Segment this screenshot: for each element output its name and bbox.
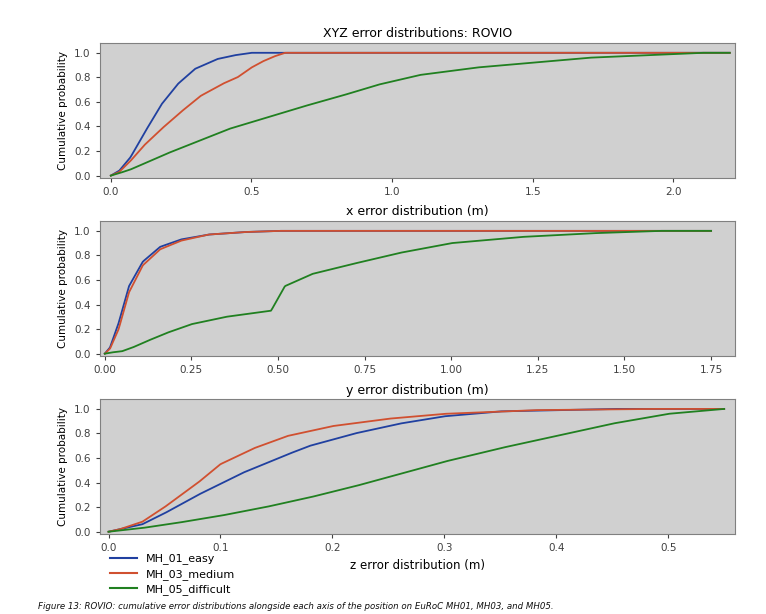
- Title: y error distribution (m): y error distribution (m): [346, 384, 489, 397]
- X-axis label: z error distribution (m): z error distribution (m): [350, 559, 485, 572]
- Y-axis label: Cumulative probability: Cumulative probability: [58, 51, 68, 170]
- Title: x error distribution (m): x error distribution (m): [346, 206, 489, 219]
- Title: XYZ error distributions: ROVIO: XYZ error distributions: ROVIO: [322, 28, 512, 41]
- Legend: MH_01_easy, MH_03_medium, MH_05_difficult: MH_01_easy, MH_03_medium, MH_05_difficul…: [105, 549, 240, 599]
- Y-axis label: Cumulative probability: Cumulative probability: [58, 407, 68, 526]
- Y-axis label: Cumulative probability: Cumulative probability: [58, 229, 68, 348]
- Text: Figure 13: ROVIO: cumulative error distributions alongside each axis of the posi: Figure 13: ROVIO: cumulative error distr…: [38, 602, 554, 611]
